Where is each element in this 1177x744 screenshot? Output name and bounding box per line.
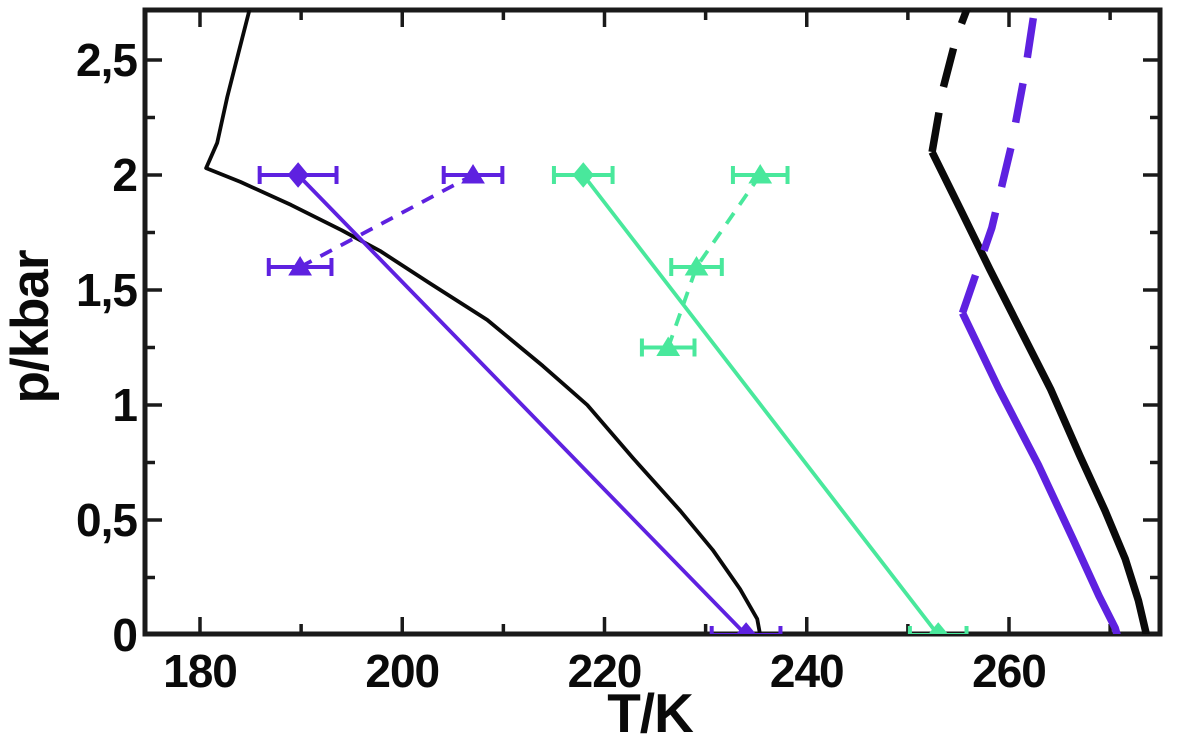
thick-violet-dashed-curve: [958, 10, 1039, 315]
violet-dashed-triangles-line: [299, 173, 474, 269]
thick-black-dashed-curve-line: [928, 10, 971, 153]
diamond-marker: [572, 162, 594, 188]
green-solid-diamonds: [551, 162, 969, 634]
green-dashed-triangles-line: [666, 173, 762, 349]
triangle-marker: [748, 164, 773, 184]
thick-black-dashed-curve: [928, 10, 971, 153]
x-error-bar: [709, 626, 783, 634]
diamond-marker: [287, 162, 309, 188]
thick-violet-solid-curve-line: [959, 311, 1121, 634]
triangle-marker: [461, 164, 485, 184]
thin-black-solid-curve: [204, 10, 762, 634]
triangle-marker: [656, 336, 681, 356]
triangle-marker: [684, 256, 709, 276]
y-axis-title: p/kbar: [1, 250, 60, 404]
thin-black-solid-curve-line: [204, 10, 762, 634]
triangle-marker: [288, 256, 313, 276]
diamond-marker: [928, 622, 949, 634]
thick-violet-solid-curve: [959, 311, 1121, 634]
diamond-marker: [736, 622, 756, 634]
x-axis-title: T/K: [607, 682, 694, 744]
thick-violet-dashed-curve-line: [958, 10, 1039, 315]
x-error-bar: [907, 626, 969, 634]
violet-dashed-triangles: [266, 164, 505, 276]
thick-black-solid-curve-line: [928, 150, 1151, 634]
green-dashed-triangles: [639, 164, 790, 357]
thick-black-solid-curve: [928, 150, 1151, 634]
violet-solid-diamonds: [257, 162, 783, 634]
plot-frame: [142, 7, 1163, 637]
plot-series: [204, 10, 1151, 634]
violet-solid-diamonds-line: [296, 173, 748, 634]
axis-ticks: [146, 11, 1159, 633]
green-solid-diamonds-line: [581, 173, 940, 634]
